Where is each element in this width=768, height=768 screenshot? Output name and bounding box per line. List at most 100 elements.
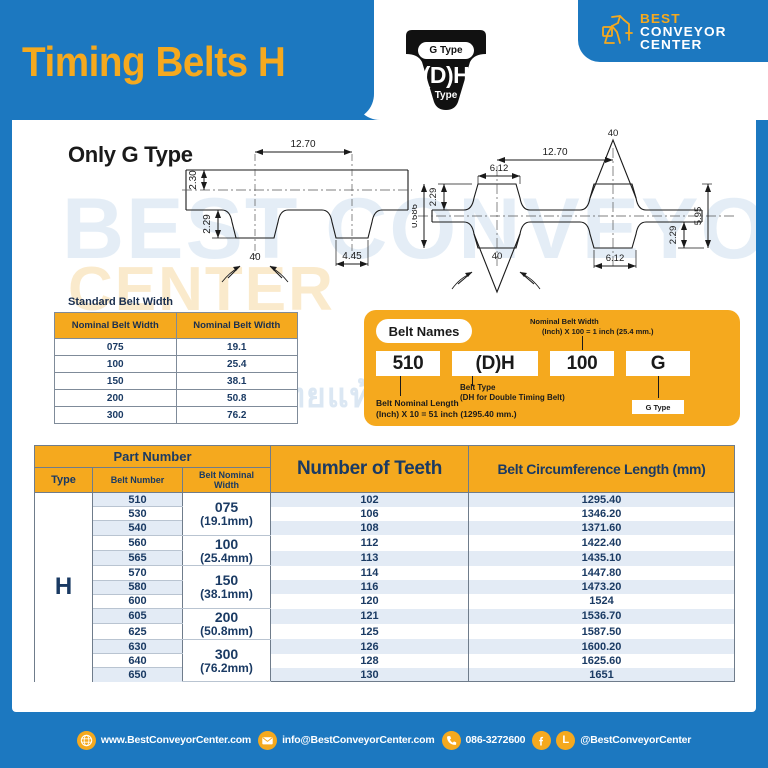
belt-names-gtype-chip: G Type: [632, 400, 684, 414]
dim-angle-left: 40: [249, 252, 261, 263]
belt-code-length: 510: [376, 351, 440, 376]
sbw-cell: 100: [54, 355, 177, 373]
belt-specification-table: Part Number Number of Teeth Belt Circumf…: [34, 445, 735, 683]
dim-tooth-width-left: 4.45: [342, 251, 362, 262]
table-row: 200 50.8: [54, 389, 298, 407]
cell-circumference: 1625.60: [468, 653, 735, 668]
cell-teeth: 121: [270, 608, 469, 624]
table-row: 560 100 (25.4mm) 112 1422.40: [35, 535, 735, 567]
cell-belt-nominal-width: 075 (19.1mm): [182, 492, 271, 536]
main-header-row-2: Type Belt Number Belt Nominal Width: [34, 467, 735, 493]
globe-icon: [76, 730, 96, 750]
main-header-row-1: Part Number Number of Teeth Belt Circumf…: [34, 445, 735, 493]
width-group-num: 075: [214, 498, 239, 515]
width-group-num: 150: [214, 572, 239, 589]
diagram-zone: Only G Type: [12, 120, 756, 300]
leader-line-width: [582, 336, 583, 350]
footer-website-text: www.BestConveyorCenter.com: [100, 734, 252, 746]
table-row: 540 108 1371.60: [35, 520, 735, 536]
width-group-mm: (25.4mm): [200, 550, 253, 565]
header-title-block: [0, 0, 374, 120]
footer-phone[interactable]: 086-3272600: [441, 730, 526, 750]
page-title: Timing Belts H: [22, 38, 286, 85]
cell-circumference: 1600.20: [468, 639, 735, 654]
dim-depth-right-right: 2.29: [668, 226, 679, 245]
belt-names-width-note: Nominal Belt Width (Inch) X 100 = 1 inch…: [530, 317, 654, 337]
cell-circumference: 1371.60: [468, 520, 735, 536]
cell-belt-number: 580: [92, 580, 183, 595]
phone-icon: [441, 730, 461, 750]
table-row: 150 38.1: [54, 372, 298, 390]
sbw-cell: 76.2: [175, 406, 298, 424]
cell-teeth: 120: [270, 594, 469, 609]
width-group-num: 300: [214, 645, 239, 662]
width-group-mm: (19.1mm): [200, 513, 253, 528]
cell-belt-number: 625: [92, 623, 183, 640]
logo-line-center: CENTER: [640, 37, 703, 52]
facebook-icon: [532, 730, 552, 750]
logo-wordmark: BEST CONVEYOR CENTER: [640, 12, 725, 51]
header-part-number: Part Number: [34, 445, 271, 468]
footer-website[interactable]: www.BestConveyorCenter.com: [76, 730, 252, 750]
length-note-line1: Belt Nominal Length: [376, 398, 459, 408]
leader-line-length: [400, 376, 401, 396]
line-icon: L: [556, 730, 576, 750]
dim-belt-body-right: 0.686: [412, 204, 420, 228]
cell-belt-nominal-width: 150 (38.1mm): [182, 565, 271, 610]
header-number-of-teeth: Number of Teeth: [270, 445, 469, 493]
content-card: BEST CONVEYOR CENTER ผลิตโรงงาน ไทยแท้ ไ…: [12, 120, 756, 712]
only-g-type-title: Only G Type: [68, 142, 193, 167]
cell-belt-number: 630: [92, 639, 183, 655]
cell-belt-number: 560: [92, 535, 183, 552]
sbw-cell: 300: [54, 406, 177, 424]
footer-email[interactable]: info@BestConveyorCenter.com: [258, 730, 435, 750]
dim-tooth-width-right-bottom: 6.12: [606, 253, 625, 264]
leader-line-type: [472, 376, 473, 386]
cell-circumference: 1295.40: [468, 492, 735, 507]
belt-code-gtype: G: [626, 351, 690, 376]
cell-circumference: 1473.20: [468, 580, 735, 595]
width-note-line1: Nominal Belt Width: [530, 317, 599, 326]
dim-total-thickness-right: 5.95: [693, 207, 704, 226]
cell-belt-number: 605: [92, 608, 183, 625]
header-band: Timing Belts H G Type (D)H Type: [0, 0, 768, 120]
cell-circumference: 1536.70: [468, 608, 735, 624]
width-group-num: 100: [214, 535, 239, 552]
dim-pitch-left: 12.70: [290, 139, 315, 150]
sbw-cell: 25.4: [175, 355, 298, 373]
footer-bar: www.BestConveyorCenter.com info@BestConv…: [0, 712, 768, 768]
company-logo[interactable]: BEST CONVEYOR CENTER: [600, 12, 725, 51]
leader-line-gtype: [658, 376, 659, 398]
belt-names-length-note: Belt Nominal Length (Inch) X 10 = 51 inc…: [376, 398, 517, 420]
cell-belt-nominal-width: 300 (76.2mm): [182, 639, 271, 683]
table-row: 570 150 (38.1mm) 114 1447.80: [35, 565, 735, 610]
cell-belt-number: 565: [92, 550, 183, 567]
cell-belt-nominal-width: 100 (25.4mm): [182, 535, 271, 567]
cell-teeth: 116: [270, 580, 469, 595]
table-row: H 510 075 (19.1mm) 102 1295.40: [34, 492, 735, 682]
dim-height-left: 2.30: [188, 170, 199, 190]
envelope-icon: [258, 730, 278, 750]
belt-names-title: Belt Names: [376, 319, 472, 343]
cell-circumference: 1435.10: [468, 550, 735, 566]
footer-social-text: @BestConveyorCenter: [580, 734, 692, 746]
sbw-cell: 150: [54, 372, 177, 390]
sbw-cell: 200: [54, 389, 177, 407]
sbw-header-1: Nominal Belt Width: [175, 312, 298, 339]
footer-email-text: info@BestConveyorCenter.com: [282, 734, 435, 746]
sbw-body: 075 19.1 100 25.4 150 38.1 200 50.8 300: [54, 338, 298, 424]
table-row: 530 106 1346.20: [35, 506, 735, 522]
table-row: 630 300 (76.2mm) 126 1600.20: [35, 639, 735, 683]
header-belt-number: Belt Number: [92, 467, 183, 493]
footer-social[interactable]: L @BestConveyorCenter: [532, 730, 692, 750]
header-belt-nominal-width: Belt Nominal Width: [182, 467, 271, 493]
table-row: 300 76.2: [54, 406, 298, 424]
double-sided-belt-drawing: 12.70 6.12: [412, 128, 736, 294]
cell-belt-number: 530: [92, 506, 183, 522]
footer-phone-text: 086-3272600: [465, 734, 526, 746]
cell-circumference: 1346.20: [468, 506, 735, 521]
table-row: 100 25.4: [54, 355, 298, 373]
width-group-mm: (76.2mm): [200, 660, 253, 675]
logo-line-best: BEST: [640, 11, 681, 26]
